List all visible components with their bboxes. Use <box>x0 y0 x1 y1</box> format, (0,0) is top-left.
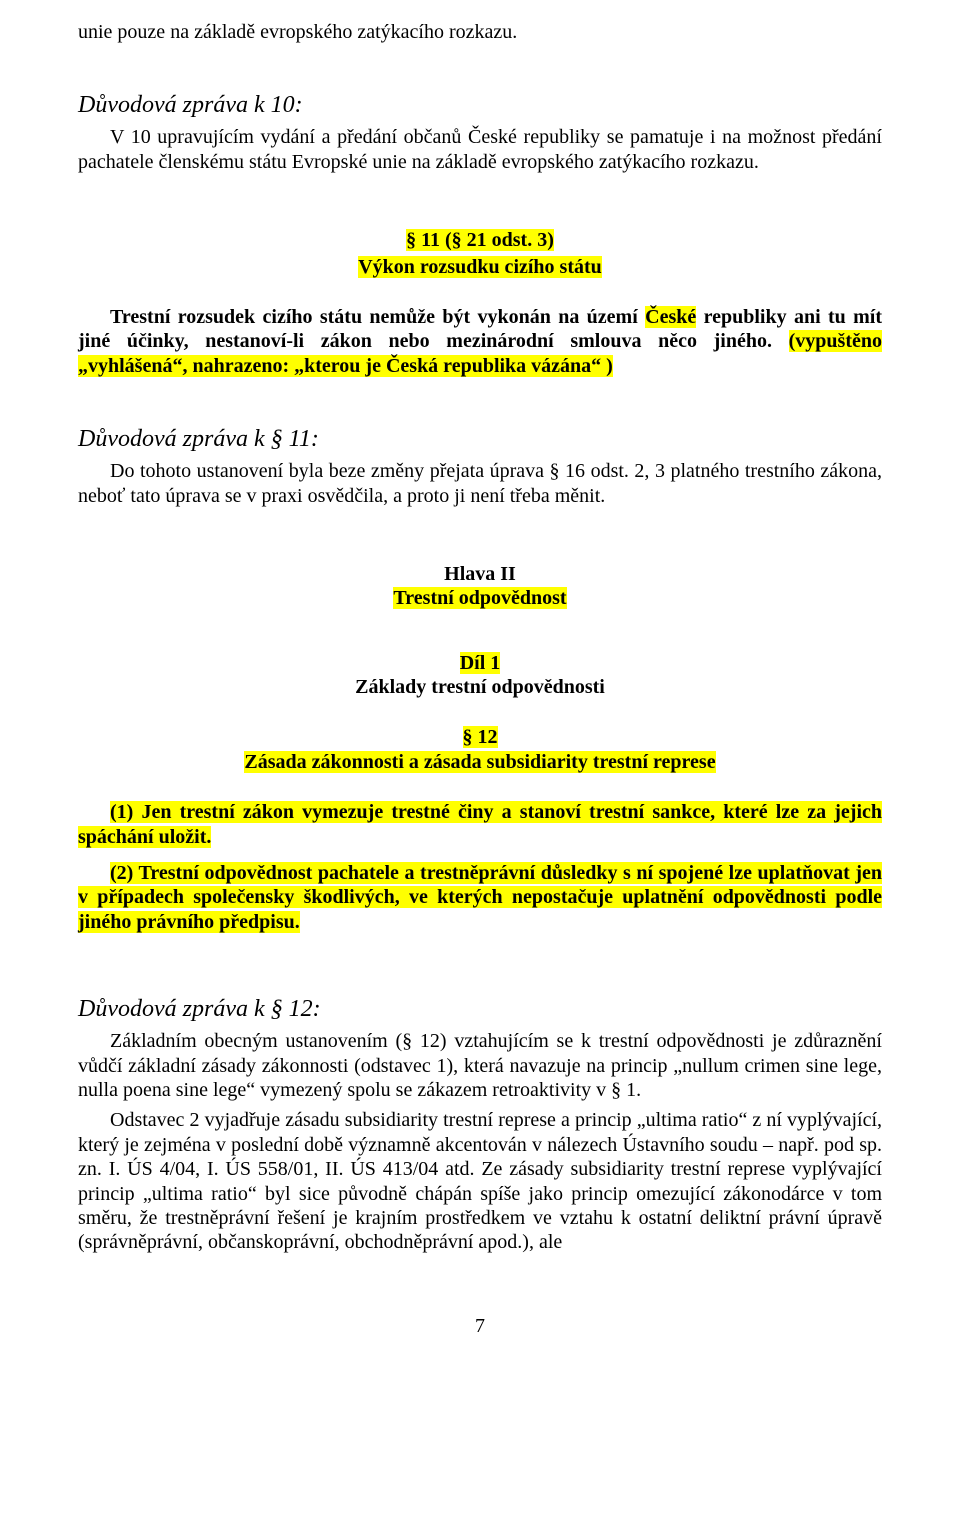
hlava2-title: Trestní odpovědnost <box>78 586 882 610</box>
spacer <box>78 384 882 404</box>
s11-heading: § 11 (§ 21 odst. 3) <box>78 228 882 252</box>
s12-title-text: Zásada zákonnosti a zásada subsidiarity … <box>244 751 715 773</box>
s12-p2: (2) Trestní odpovědnost pachatele a tres… <box>78 861 882 934</box>
s12-p2-text: (2) Trestní odpovědnost pachatele a tres… <box>78 862 882 933</box>
document-page: unie pouze na základě evropského zatýkac… <box>0 0 960 1378</box>
spacer <box>78 50 882 70</box>
s11-subheading-text: Výkon rozsudku cizího státu <box>358 256 602 278</box>
dz11-heading: Důvodová zpráva k § 11: <box>78 426 882 453</box>
spacer <box>78 617 882 651</box>
dil1-title: Základy trestní odpovědnosti <box>78 675 882 699</box>
spacer <box>78 940 882 974</box>
intro-line: unie pouze na základě evropského zatýkac… <box>78 20 882 44</box>
s12-p1-text: (1) Jen trestní zákon vymezuje trestné č… <box>78 801 882 847</box>
s12-p1: (1) Jen trestní zákon vymezuje trestné č… <box>78 800 882 849</box>
hlava2-label: Hlava II <box>78 562 882 586</box>
spacer <box>78 180 882 228</box>
spacer <box>78 285 882 305</box>
dz10-body: V 10 upravujícím vydání a předání občanů… <box>78 125 882 174</box>
page-number: 7 <box>78 1315 882 1338</box>
s11-subheading: Výkon rozsudku cizího státu <box>78 255 882 279</box>
s12-title: Zásada zákonnosti a zásada subsidiarity … <box>78 750 882 774</box>
s11-hi1: České <box>645 306 696 328</box>
spacer <box>78 514 882 562</box>
spacer <box>78 705 882 725</box>
dz11-body: Do tohoto ustanovení byla beze změny pře… <box>78 459 882 508</box>
dz12-p1: Základním obecným ustanovením (§ 12) vzt… <box>78 1029 882 1102</box>
dil1-label-text: Díl 1 <box>460 652 501 674</box>
hlava2-title-text: Trestní odpovědnost <box>393 587 566 609</box>
dil1-label: Díl 1 <box>78 651 882 675</box>
spacer <box>78 780 882 800</box>
s11-heading-text: § 11 (§ 21 odst. 3) <box>406 229 554 251</box>
s12-number: § 12 <box>78 725 882 749</box>
dz10-heading: Důvodová zpráva k 10: <box>78 92 882 119</box>
s11-paragraph: Trestní rozsudek cizího státu nemůže být… <box>78 305 882 378</box>
s12-number-text: § 12 <box>463 726 498 748</box>
dz12-p2: Odstavec 2 vyjadřuje zásadu subsidiarity… <box>78 1108 882 1254</box>
dz12-heading: Důvodová zpráva k § 12: <box>78 996 882 1023</box>
s11-pre: Trestní rozsudek cizího státu nemůže být… <box>110 306 645 328</box>
